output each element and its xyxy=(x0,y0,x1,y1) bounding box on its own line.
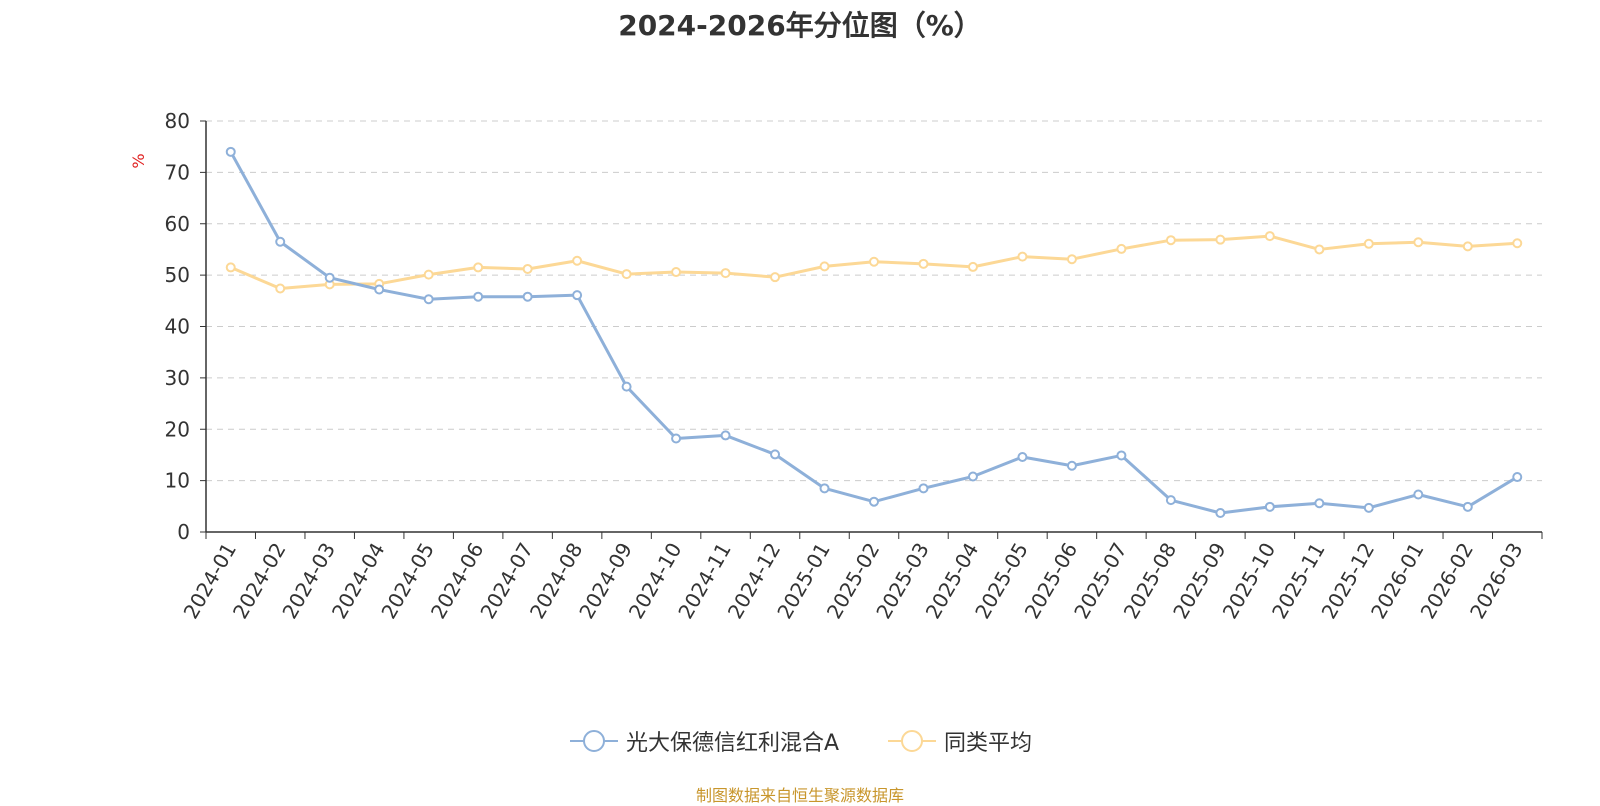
data-point[interactable] xyxy=(522,263,533,274)
data-point[interactable] xyxy=(918,258,929,269)
y-tick-label: 70 xyxy=(165,160,190,184)
data-point[interactable] xyxy=(1462,241,1473,252)
legend-label-peer-average: 同类平均 xyxy=(944,731,1033,756)
series-0 xyxy=(225,146,1523,518)
data-point[interactable] xyxy=(671,267,682,278)
y-tick-label: 30 xyxy=(165,366,190,390)
data-point[interactable] xyxy=(1165,235,1176,246)
axes xyxy=(200,120,1543,539)
data-point[interactable] xyxy=(1017,251,1028,262)
data-point[interactable] xyxy=(1462,501,1473,512)
data-point[interactable] xyxy=(324,272,335,283)
data-point[interactable] xyxy=(275,236,286,247)
y-tick-label: 50 xyxy=(165,263,190,287)
data-point[interactable] xyxy=(918,483,929,494)
data-point[interactable] xyxy=(770,449,781,460)
data-point[interactable] xyxy=(374,284,385,295)
data-point[interactable] xyxy=(819,261,830,272)
data-point[interactable] xyxy=(423,294,434,305)
data-point[interactable] xyxy=(275,283,286,294)
data-point[interactable] xyxy=(967,261,978,272)
data-point[interactable] xyxy=(423,269,434,280)
data-point[interactable] xyxy=(869,256,879,267)
y-axis-unit-label: % xyxy=(129,153,148,168)
data-point[interactable] xyxy=(1512,472,1523,483)
data-point[interactable] xyxy=(1215,234,1226,245)
data-point[interactable] xyxy=(572,255,583,266)
source-note: 制图数据来自恒生聚源数据库 xyxy=(695,786,904,805)
y-tick-label: 20 xyxy=(165,417,190,441)
data-point[interactable] xyxy=(1165,495,1176,506)
data-point[interactable] xyxy=(720,430,731,441)
data-point[interactable] xyxy=(1363,502,1374,513)
data-point[interactable] xyxy=(225,146,236,157)
line-chart: % 0 10 20 30 40 50 60 70 80 2024-012024-022024-0… xyxy=(129,109,1543,623)
y-tick-label: 60 xyxy=(165,212,190,236)
series-line xyxy=(229,151,1519,515)
data-point[interactable] xyxy=(1017,451,1028,462)
data-point[interactable] xyxy=(1363,238,1374,249)
data-point[interactable] xyxy=(1314,244,1325,255)
data-point[interactable] xyxy=(671,433,682,444)
data-point[interactable] xyxy=(967,471,978,482)
legend-item-peer-average[interactable]: 同类平均 xyxy=(888,726,1032,756)
data-point[interactable] xyxy=(621,381,632,392)
legend-marker-fund-icon xyxy=(570,730,618,752)
data-point[interactable] xyxy=(1066,460,1077,471)
y-tick-labels: 0 10 20 30 40 50 60 70 80 xyxy=(165,109,190,544)
data-point[interactable] xyxy=(522,291,533,302)
data-point[interactable] xyxy=(1512,238,1523,249)
y-tick-label: 10 xyxy=(165,469,190,493)
data-point[interactable] xyxy=(1413,489,1424,500)
data-point[interactable] xyxy=(1264,501,1275,512)
legend-item-fund[interactable]: 光大保德信红利混合A xyxy=(570,726,839,756)
chart-title: 2024-2026年分位图（%） xyxy=(618,9,982,42)
data-point[interactable] xyxy=(869,496,879,507)
gridlines xyxy=(206,120,1542,482)
data-point[interactable] xyxy=(572,290,583,301)
data-point[interactable] xyxy=(819,483,830,494)
data-point[interactable] xyxy=(1215,507,1226,518)
data-point[interactable] xyxy=(473,262,484,273)
y-tick-label: 80 xyxy=(165,109,190,133)
series-layer xyxy=(225,146,1523,518)
x-tick-labels: 2024-012024-022024-032024-042024-052024-… xyxy=(178,539,1527,623)
data-point[interactable] xyxy=(621,269,632,280)
data-point[interactable] xyxy=(1116,450,1127,461)
series-1 xyxy=(225,231,1523,294)
legend-label-fund: 光大保德信红利混合A xyxy=(626,731,840,756)
data-point[interactable] xyxy=(225,262,236,273)
legend-marker-peer-average-icon xyxy=(888,730,936,752)
y-tick-label: 40 xyxy=(165,315,190,339)
data-point[interactable] xyxy=(1116,243,1127,254)
data-point[interactable] xyxy=(770,272,781,283)
data-point[interactable] xyxy=(1413,237,1424,248)
y-tick-label: 0 xyxy=(177,520,190,544)
data-point[interactable] xyxy=(473,291,484,302)
data-point[interactable] xyxy=(720,268,731,279)
data-point[interactable] xyxy=(1264,231,1275,242)
data-point[interactable] xyxy=(1066,254,1077,265)
data-point[interactable] xyxy=(1314,498,1325,509)
